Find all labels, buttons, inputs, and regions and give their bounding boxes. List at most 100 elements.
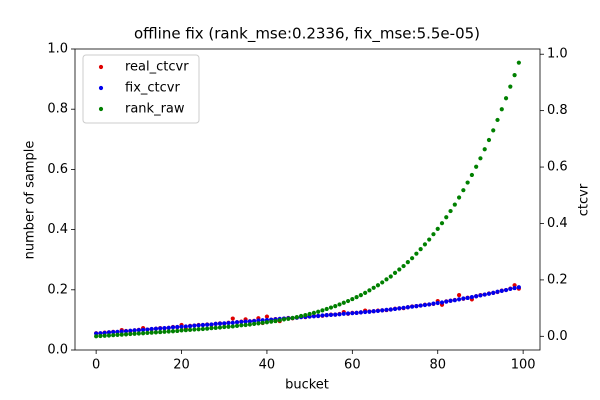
point — [491, 128, 496, 133]
point — [281, 317, 287, 322]
point — [239, 319, 244, 325]
point — [111, 329, 116, 335]
x-tick-label: 80 — [429, 358, 446, 373]
point — [175, 324, 180, 330]
point — [136, 328, 141, 333]
point — [328, 305, 334, 310]
point — [358, 310, 363, 315]
point — [217, 325, 223, 330]
chart-title: offline fix (rank_mse:0.2336, fix_mse:5.… — [134, 25, 480, 44]
point — [158, 326, 163, 331]
point — [175, 328, 180, 334]
point — [303, 313, 308, 318]
point — [410, 304, 415, 309]
point — [162, 329, 167, 334]
point — [375, 283, 381, 288]
point — [422, 242, 428, 247]
point — [106, 333, 112, 338]
point — [311, 314, 317, 319]
point — [119, 329, 124, 334]
point — [294, 315, 299, 320]
point — [324, 306, 329, 312]
point — [234, 323, 240, 328]
y-tick-label: 1.0 — [47, 42, 68, 57]
point — [307, 311, 312, 317]
point — [217, 321, 223, 326]
point — [448, 298, 453, 303]
point — [111, 333, 116, 338]
point — [418, 303, 423, 308]
point — [405, 305, 410, 310]
point — [363, 309, 368, 315]
point — [397, 267, 402, 272]
point — [350, 311, 355, 316]
point — [247, 322, 252, 327]
legend-label: real_ctcvr — [125, 60, 189, 75]
point — [333, 312, 338, 317]
point — [367, 288, 372, 293]
point — [102, 333, 107, 338]
y-tick-label: 0.0 — [47, 343, 68, 358]
point — [234, 320, 240, 325]
point — [461, 188, 466, 193]
point — [469, 172, 474, 178]
point — [247, 319, 252, 324]
y-tick-label: 0.8 — [47, 102, 68, 117]
point — [273, 318, 278, 324]
point — [363, 290, 368, 295]
point — [465, 295, 470, 301]
point — [316, 309, 321, 314]
point — [456, 293, 462, 298]
y2-tick-label: 0.4 — [547, 216, 568, 231]
legend-label: rank_raw — [125, 102, 185, 117]
point — [311, 310, 317, 316]
point — [444, 299, 449, 304]
point — [508, 84, 513, 89]
point — [128, 328, 133, 333]
point — [205, 326, 210, 331]
point — [320, 313, 325, 318]
point — [213, 321, 218, 327]
point — [516, 60, 521, 65]
point — [341, 300, 346, 305]
point — [106, 330, 112, 335]
point — [119, 332, 124, 337]
point — [503, 96, 509, 101]
legend-marker — [98, 64, 104, 70]
point — [388, 274, 393, 279]
point — [196, 327, 201, 332]
point — [354, 295, 359, 300]
point — [290, 315, 295, 321]
point — [486, 137, 492, 143]
point — [414, 251, 419, 256]
point — [252, 321, 257, 327]
point — [333, 304, 338, 309]
y2-tick-label: 1.0 — [547, 47, 568, 62]
point — [410, 256, 415, 261]
point — [170, 329, 176, 334]
point — [422, 302, 428, 308]
x-tick-label: 100 — [511, 358, 536, 373]
legend-marker — [98, 85, 104, 91]
point — [508, 286, 513, 292]
point — [222, 321, 227, 326]
y-tick-label: 0.2 — [47, 282, 68, 297]
point — [192, 323, 197, 328]
point — [264, 314, 270, 319]
point — [226, 324, 231, 329]
point — [439, 300, 445, 305]
point — [380, 280, 385, 285]
point — [495, 289, 500, 294]
point — [256, 321, 261, 326]
point — [153, 330, 159, 335]
point — [226, 320, 231, 326]
point — [141, 327, 146, 332]
point — [405, 260, 410, 265]
x-axis-label: bucket — [285, 378, 329, 393]
point — [269, 319, 274, 324]
point — [141, 331, 146, 336]
point — [170, 325, 176, 330]
point — [499, 107, 504, 112]
x-tick-label: 60 — [344, 358, 361, 373]
point — [452, 202, 457, 207]
